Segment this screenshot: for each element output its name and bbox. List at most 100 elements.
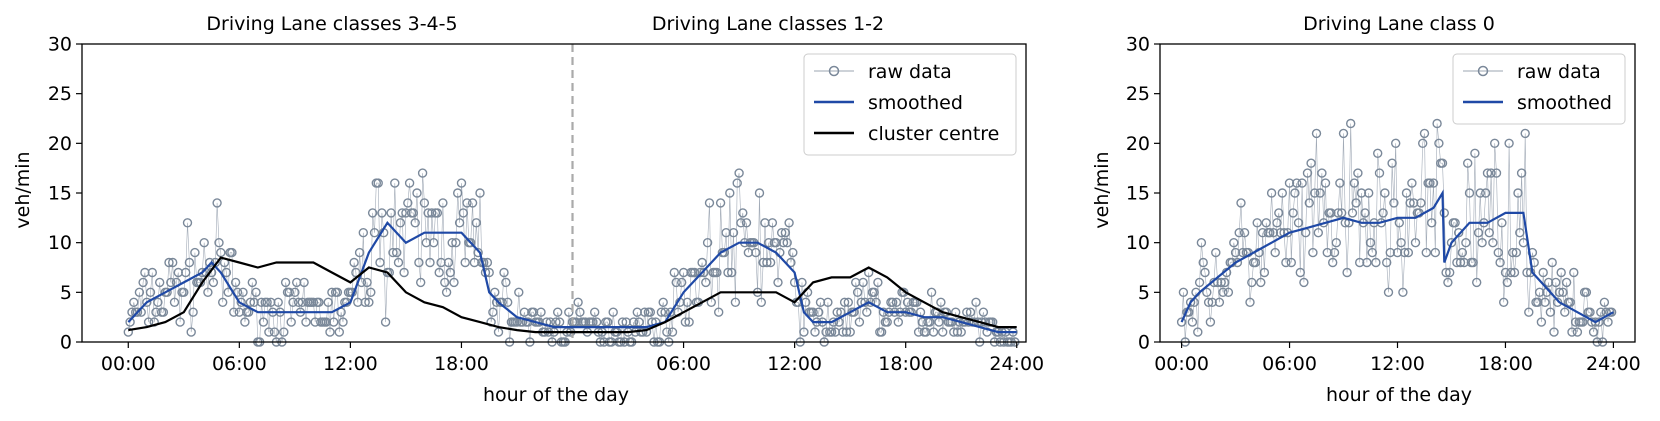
right-raw-data-point <box>1455 257 1466 268</box>
right-legend-raw-swatch-marker <box>1477 65 1489 77</box>
right-raw-data-point <box>1347 208 1358 218</box>
left-raw-data-point <box>893 317 903 327</box>
right-raw-data-point <box>1257 227 1268 238</box>
left-raw-data-point <box>366 287 376 297</box>
left-raw-data-point <box>290 287 300 297</box>
left-raw-data-point <box>456 178 467 188</box>
right-raw-data-point <box>1407 178 1417 188</box>
left-raw-data-point <box>640 307 650 317</box>
right-raw-data-point <box>1299 277 1309 288</box>
right-raw-data-point <box>1437 158 1448 168</box>
right-raw-data-point <box>1603 317 1613 327</box>
left-raw-data-point <box>334 327 344 337</box>
left-x-tick-label: 12:00 <box>323 353 378 375</box>
right-raw-data-point <box>1484 227 1495 238</box>
left-raw-data-point <box>656 307 667 317</box>
right-raw-data-point <box>1426 218 1437 228</box>
right-raw-data-point <box>1353 168 1363 178</box>
right-raw-data-point <box>1430 247 1441 258</box>
left-raw-data-point <box>873 277 883 288</box>
right-raw-data-point <box>1338 128 1349 139</box>
left-raw-data-point <box>142 297 152 307</box>
left-raw-data-series <box>123 168 1020 347</box>
left-raw-data-point <box>928 327 939 337</box>
right-raw-data-point <box>1502 277 1513 288</box>
right-raw-data-point <box>1432 118 1442 129</box>
right-raw-data-point <box>1464 188 1475 198</box>
right-raw-data-point <box>1421 247 1432 258</box>
left-raw-data-point <box>351 267 361 278</box>
right-raw-data-point <box>1329 247 1340 258</box>
left-raw-data-point <box>362 277 372 288</box>
right-raw-data-point <box>1389 198 1399 208</box>
left-raw-data-point <box>936 297 946 307</box>
left-raw-data-point <box>821 327 831 337</box>
right-raw-data-point <box>1452 257 1462 268</box>
right-raw-data-point <box>1585 307 1595 317</box>
right-raw-data-point <box>1444 267 1455 278</box>
left-raw-data-point <box>325 327 335 337</box>
right-raw-data-point <box>1506 267 1516 278</box>
left-raw-data-point <box>145 287 156 297</box>
right-raw-data-point <box>1356 188 1367 198</box>
left-raw-data-point <box>238 287 248 297</box>
right-raw-data-point <box>1381 257 1392 268</box>
left-raw-data-point <box>736 218 746 228</box>
right-raw-data-point <box>1560 307 1570 317</box>
left-raw-data-point <box>280 277 291 288</box>
left-raw-data-point <box>147 267 158 278</box>
right-raw-data-point <box>1266 188 1277 198</box>
right-legend: raw data smoothed <box>1452 53 1626 125</box>
left-raw-data-point <box>778 237 789 248</box>
right-raw-data-point <box>1383 287 1394 297</box>
left-raw-data-point <box>429 237 439 248</box>
right-raw-data-point <box>1399 247 1410 258</box>
left-legend: raw data smoothed cluster centre <box>803 53 1017 156</box>
right-raw-data-point <box>1335 178 1345 188</box>
left-raw-data-point <box>728 227 739 238</box>
left-raw-data-point <box>741 218 752 228</box>
left-raw-data-point <box>454 218 465 228</box>
right-raw-data-point <box>1207 297 1217 307</box>
right-raw-data-point <box>1507 247 1518 258</box>
left-raw-data-point <box>441 287 452 297</box>
left-raw-data-point <box>832 307 842 317</box>
right-raw-data-point <box>1392 247 1403 258</box>
left-x-tick-label: 06:00 <box>212 353 267 375</box>
right-raw-data-point <box>1342 267 1352 278</box>
left-raw-data-point <box>839 297 850 307</box>
left-raw-data-point <box>727 267 737 278</box>
left-raw-data-point <box>369 227 380 238</box>
right-y-tick-label: 25 <box>1126 83 1150 105</box>
left-raw-data-point <box>734 168 744 178</box>
right-raw-data-point <box>1367 247 1378 258</box>
left-raw-data-point <box>166 277 176 288</box>
right-raw-data-point <box>1534 287 1545 297</box>
right-raw-data-point <box>1419 128 1430 139</box>
left-x-tick-label: 12:00 <box>767 353 822 375</box>
left-raw-data-point <box>410 218 420 228</box>
right-raw-data-point <box>1493 247 1504 258</box>
right-raw-data-point <box>1588 327 1599 337</box>
left-raw-data-point <box>186 327 196 337</box>
left-raw-data-point <box>660 307 670 317</box>
right-raw-data-point <box>1200 267 1210 278</box>
right-raw-data-point <box>1311 128 1322 139</box>
left-raw-data-point <box>404 178 415 188</box>
left-raw-data-point <box>715 198 726 208</box>
right-raw-data-point <box>1488 237 1498 248</box>
right-raw-data-point <box>1308 247 1318 258</box>
right-raw-data-point <box>1372 148 1383 159</box>
left-raw-data-point <box>704 198 715 208</box>
left-raw-data-point <box>392 247 402 258</box>
right-raw-data-point <box>1290 188 1300 198</box>
right-raw-data-point <box>1606 307 1617 317</box>
left-chart-panel: Driving Lane classes 3-4-5 Driving Lane … <box>12 13 1044 406</box>
right-raw-data-point <box>1214 297 1225 307</box>
right-raw-data-point <box>1272 218 1282 228</box>
right-x-axis-label: hour of the day <box>1326 384 1472 406</box>
right-x-tick-label: 24:00 <box>1586 353 1641 375</box>
left-raw-data-point <box>453 188 463 198</box>
left-raw-data-point <box>419 198 430 208</box>
left-raw-data-point <box>375 257 385 268</box>
